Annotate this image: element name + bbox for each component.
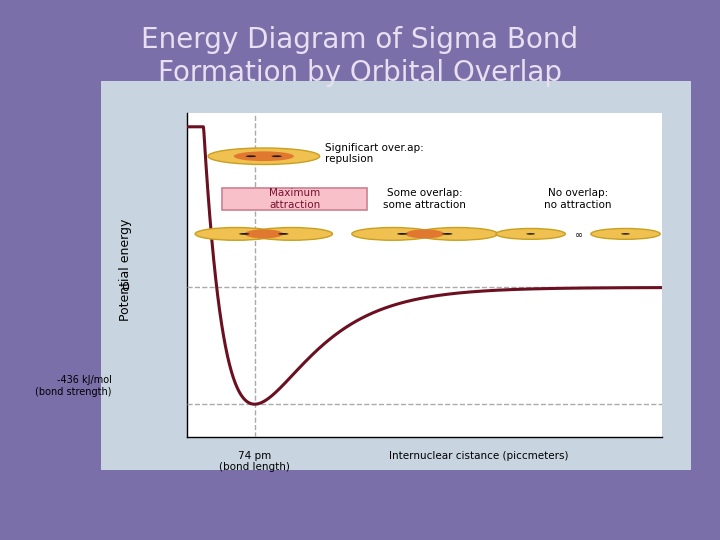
Text: 0: 0 [121, 281, 129, 294]
Text: $\infty$: $\infty$ [574, 229, 582, 239]
Text: Energy Diagram of Sigma Bond
Formation by Orbital Overlap: Energy Diagram of Sigma Bond Formation b… [141, 26, 579, 87]
Circle shape [397, 233, 408, 235]
Circle shape [442, 233, 452, 235]
Text: Potential energy: Potential energy [120, 219, 132, 321]
Circle shape [621, 233, 630, 235]
Text: No overlap:
no attraction: No overlap: no attraction [544, 188, 612, 210]
Text: Significart over.ap:
repulsion: Significart over.ap: repulsion [325, 143, 424, 164]
Circle shape [526, 233, 535, 235]
Ellipse shape [251, 227, 333, 240]
Ellipse shape [208, 148, 320, 165]
Ellipse shape [591, 228, 660, 239]
Text: -436 kJ/mol
(bond strength): -436 kJ/mol (bond strength) [35, 375, 112, 397]
Ellipse shape [195, 227, 276, 240]
Ellipse shape [416, 227, 498, 240]
Text: Internuclear cistance (piccmeters): Internuclear cistance (piccmeters) [389, 451, 568, 461]
Ellipse shape [352, 227, 433, 240]
Text: 74 pm
(bond length): 74 pm (bond length) [219, 451, 290, 472]
Ellipse shape [234, 151, 294, 161]
FancyBboxPatch shape [222, 188, 366, 211]
Ellipse shape [496, 228, 565, 239]
Text: Some overlap:
some attraction: Some overlap: some attraction [383, 188, 467, 210]
Circle shape [271, 156, 282, 157]
Circle shape [246, 156, 256, 157]
Text: Maximum
attraction: Maximum attraction [269, 188, 320, 210]
Circle shape [239, 233, 249, 235]
Circle shape [278, 233, 289, 235]
Ellipse shape [405, 230, 444, 238]
Ellipse shape [245, 230, 283, 238]
